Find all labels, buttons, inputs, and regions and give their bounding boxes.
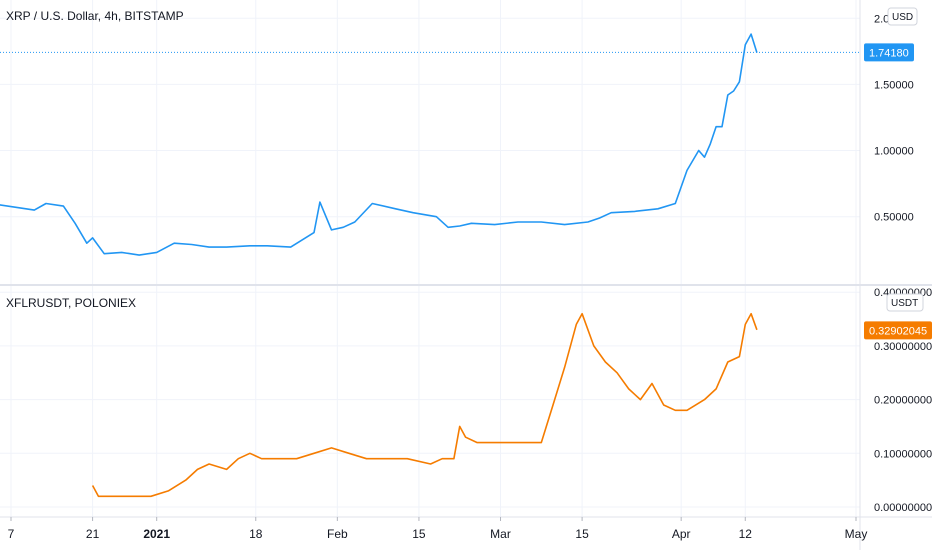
- currency-label: USD: [892, 12, 913, 23]
- y-tick-label: 2.0: [874, 13, 889, 25]
- x-tick-label: 7: [8, 527, 15, 541]
- xrp-chart-title: XRP / U.S. Dollar, 4h, BITSTAMP: [6, 9, 184, 23]
- last-value-badge: [864, 43, 914, 62]
- x-tick-label: 2021: [143, 527, 170, 541]
- x-tick-label: 21: [86, 527, 100, 541]
- y-tick-label: 0.10000000: [874, 448, 932, 460]
- y-tick-label: 0.30000000: [874, 341, 932, 353]
- x-tick-label: Feb: [327, 527, 348, 541]
- currency-label: USDT: [891, 298, 918, 309]
- y-tick-label: 0.00000000: [874, 502, 932, 514]
- x-tick-label: 18: [249, 527, 263, 541]
- last-value-label: 0.32902045: [869, 325, 927, 337]
- last-value-label: 1.74180: [869, 47, 909, 59]
- x-tick-label: Mar: [490, 527, 511, 541]
- currency-badge: [886, 293, 924, 312]
- price-line: [0, 33, 758, 256]
- last-value-badge: [864, 321, 932, 340]
- x-tick-label: 15: [412, 527, 426, 541]
- xflr-chart-title: XFLRUSDT, POLONIEX: [6, 296, 137, 310]
- price-line: [91, 312, 758, 498]
- x-tick-label: Apr: [672, 527, 691, 541]
- y-tick-label: 0.50000: [874, 212, 914, 224]
- x-tick-label: 15: [575, 527, 589, 541]
- x-tick-label: May: [845, 527, 868, 541]
- y-tick-label: 1.50000: [874, 79, 914, 91]
- currency-badge: [887, 7, 918, 26]
- y-tick-label: 0.20000000: [874, 395, 932, 407]
- x-tick-label: 12: [739, 527, 753, 541]
- y-tick-label: 1.00000: [874, 146, 914, 158]
